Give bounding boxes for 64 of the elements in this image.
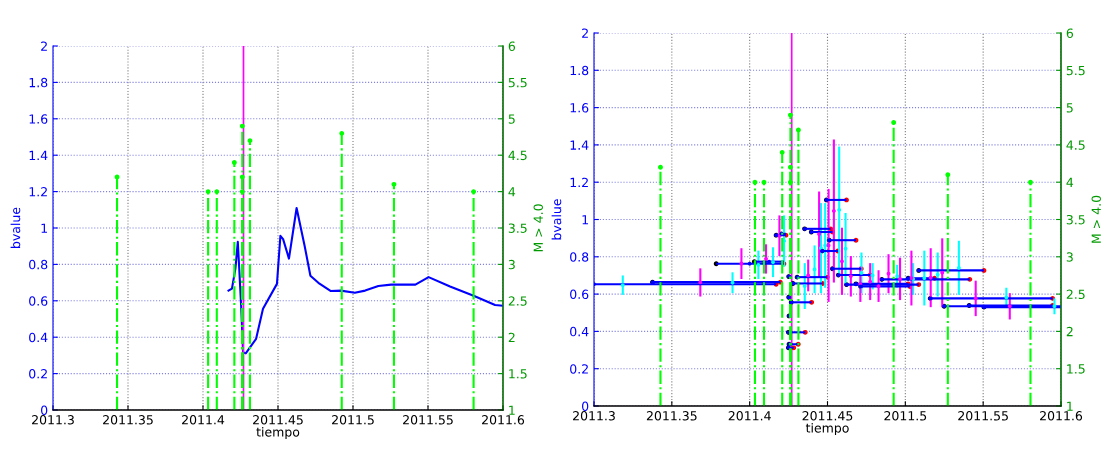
y2-tick-label: 4 [1066, 177, 1074, 187]
y2-tick-label: 5.5 [1066, 65, 1085, 76]
y-tick-label: 2 [582, 28, 588, 38]
y2-tick-label: 4 [508, 187, 516, 197]
y-tick-label: 1 [582, 215, 588, 225]
y-tick-label: 1.4 [570, 140, 589, 150]
y2-tick-label: 1.5 [509, 369, 527, 379]
y-tick-label: 1.4 [29, 150, 48, 160]
x-tick-label: 2011.55 [403, 415, 453, 425]
y-tick-label: 0 [582, 401, 589, 411]
y2-axis-title: M > 4.0 [1091, 195, 1101, 243]
x-tick-label: 2011.4 [182, 415, 225, 425]
y-tick-label: 0.4 [29, 332, 48, 343]
y2-tick-label: 2 [508, 332, 515, 342]
y-tick-label: 1.2 [570, 177, 588, 187]
y2-tick-label: 2.5 [508, 296, 527, 306]
y-tick-label: 0.2 [570, 364, 588, 374]
y2-tick-label: 4.5 [508, 150, 527, 161]
y-tick-label: 0.4 [570, 326, 589, 337]
x-tick-label: 2011.6 [1040, 411, 1083, 421]
x-tick-label: 2011.35 [646, 411, 697, 421]
y-tick-label: 1.2 [29, 187, 47, 197]
x-tick-label: 2011.35 [103, 415, 153, 425]
y2-tick-label: 5 [508, 114, 515, 124]
y2-tick-label: 3.5 [508, 223, 527, 233]
x-tick-label: 2011.55 [958, 411, 1008, 421]
y2-axis-title: M > 4.0 [533, 204, 543, 252]
y-tick-label: 2 [41, 41, 47, 51]
y2-tick-label: 1.5 [1067, 364, 1085, 374]
y-tick-label: 1.6 [29, 114, 48, 124]
x-tick-label: 2011.6 [482, 415, 525, 425]
y2-tick-label: 5 [1066, 103, 1073, 113]
y2-tick-label: 1 [509, 405, 515, 415]
y2-tick-label: 6 [508, 41, 516, 51]
y-tick-label: 0 [41, 405, 48, 415]
y-tick-label: 0.6 [29, 296, 48, 306]
y-tick-label: 0.8 [29, 259, 48, 270]
y-tick-label: 0.8 [570, 252, 589, 262]
x-tick-label: 2011.4 [728, 411, 771, 421]
y-tick-label: 1.6 [570, 103, 589, 113]
x-tick-label: 2011.5 [884, 411, 927, 421]
x-tick-label: 2011.45 [802, 411, 853, 421]
y2-tick-label: 3 [508, 259, 515, 270]
y-axis-title: bvalue [10, 207, 21, 248]
y-tick-label: 0.6 [570, 289, 589, 300]
y2-tick-label: 4.5 [1066, 140, 1085, 150]
y2-tick-label: 1 [1067, 401, 1073, 411]
y-tick-label: 1.8 [29, 77, 48, 88]
x-axis-title: tiempo [256, 426, 300, 440]
y2-tick-label: 5.5 [508, 78, 527, 88]
x-tick-label: 2011.45 [253, 415, 303, 425]
y-tick-label: 1.8 [570, 65, 589, 76]
y2-tick-label: 2.5 [1066, 289, 1085, 300]
y-tick-label: 0.2 [29, 369, 47, 379]
y-tick-label: 1 [41, 223, 47, 233]
y2-tick-label: 3.5 [1066, 214, 1085, 225]
x-tick-label: 2011.3 [573, 411, 615, 421]
x-tick-label: 2011.3 [32, 415, 74, 425]
y-axis-title: bvalue [551, 199, 562, 240]
x-axis-title: tiempo [805, 422, 849, 436]
y2-tick-label: 6 [1066, 28, 1074, 38]
y2-tick-label: 3 [1066, 252, 1073, 262]
y2-tick-label: 2 [1066, 326, 1073, 337]
x-tick-label: 2011.5 [332, 415, 374, 425]
